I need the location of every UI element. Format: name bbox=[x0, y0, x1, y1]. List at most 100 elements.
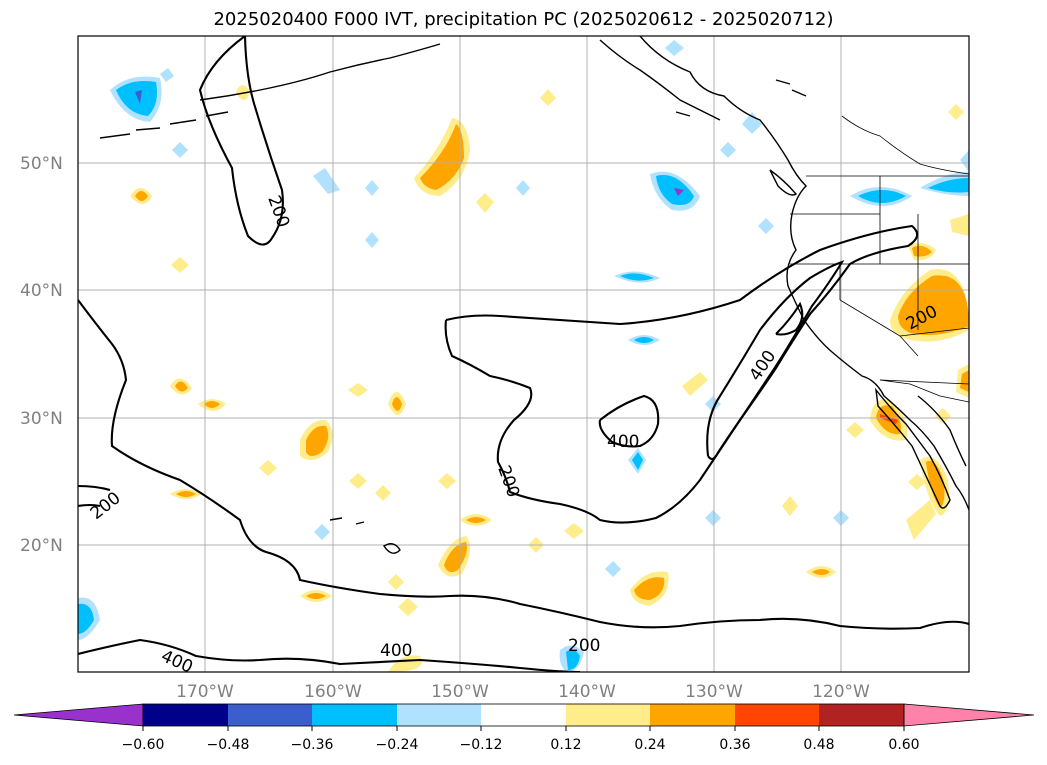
precip-blob-pos bbox=[236, 85, 250, 100]
precip-blob-pos bbox=[420, 124, 464, 190]
ivt-contour-label: 400 bbox=[607, 432, 639, 452]
colorbar: −0.60 −0.48 −0.36 −0.24 −0.12 0.12 0.24 … bbox=[13, 703, 1035, 753]
colorbar-tick-label: −0.48 bbox=[207, 737, 250, 753]
precip-blob-neg bbox=[172, 142, 188, 158]
latitude-labels: 50°N 40°N 30°N 20°N bbox=[20, 154, 63, 556]
precip-blob-neg bbox=[566, 649, 580, 670]
precip-positive-blobs bbox=[130, 85, 969, 672]
lon-label: 120°W bbox=[812, 682, 870, 702]
coastline-baja bbox=[874, 387, 951, 509]
precip-blob-neg bbox=[742, 112, 762, 134]
precip-blob-neg bbox=[116, 81, 157, 116]
precip-blob-neg bbox=[720, 142, 736, 158]
map-title: 2025020400 F000 IVT, precipitation PC (2… bbox=[213, 9, 834, 30]
precip-blob-pos bbox=[950, 214, 969, 236]
lat-label: 50°N bbox=[20, 154, 63, 174]
precip-blob-pos bbox=[204, 401, 220, 408]
colorbar-tick-label: 0.48 bbox=[803, 737, 834, 753]
precip-blob-neg bbox=[705, 510, 721, 526]
colorbar-segment bbox=[143, 704, 228, 726]
precip-blob-neg bbox=[665, 40, 684, 56]
precip-negative-blobs bbox=[78, 40, 969, 672]
colorbar-extend-high bbox=[903, 703, 1035, 727]
colorbar-segment bbox=[819, 704, 904, 726]
precip-blob-neg bbox=[758, 218, 774, 234]
coastline-vancouver bbox=[769, 169, 798, 196]
coastline-islands-east bbox=[675, 79, 807, 117]
precip-blob-neg bbox=[960, 150, 969, 172]
political-borders bbox=[790, 115, 969, 403]
coastline-north-america bbox=[639, 36, 969, 511]
colorbar-tick-labels: −0.60 −0.48 −0.36 −0.24 −0.12 0.12 0.24 … bbox=[122, 737, 920, 753]
precip-blob-neg bbox=[605, 561, 621, 577]
precip-blob-pos bbox=[906, 500, 936, 540]
colorbar-segment bbox=[481, 704, 566, 726]
border-us-mexico bbox=[879, 379, 969, 403]
ivt-contour-200-main bbox=[78, 299, 969, 630]
precip-blob-pos bbox=[176, 491, 196, 497]
coastline-gulf-california bbox=[917, 395, 967, 467]
precip-blob-pos bbox=[682, 372, 708, 396]
precip-blob-pos bbox=[375, 485, 391, 501]
precip-blob-pos bbox=[306, 425, 329, 456]
colorbar-segment bbox=[650, 704, 735, 726]
ivt-contour-label: 200 bbox=[568, 636, 600, 656]
colorbar-tick-label: 0.36 bbox=[719, 737, 750, 753]
precip-blob-neg bbox=[632, 452, 643, 470]
precip-blob-pos bbox=[782, 496, 798, 516]
precip-blob-neg bbox=[160, 68, 174, 82]
colorbar-tick-label: −0.60 bbox=[122, 737, 165, 753]
colorbar-extend-low bbox=[13, 703, 144, 727]
longitude-labels: 170°W 160°W 150°W 140°W 130°W 120°W bbox=[176, 682, 870, 702]
colorbar-tick-label: 0.24 bbox=[634, 737, 665, 753]
colorbar-segment bbox=[735, 704, 819, 726]
lat-label: 40°N bbox=[20, 281, 63, 301]
map-plot-area bbox=[78, 36, 969, 672]
precip-blob-neg bbox=[314, 524, 330, 540]
precip-blob-pos bbox=[175, 381, 188, 392]
precip-blob-neg bbox=[620, 273, 654, 281]
precip-blob-neg bbox=[78, 603, 94, 634]
colorbar-segment bbox=[312, 704, 397, 726]
precip-blob-pos bbox=[948, 104, 964, 120]
ivt-contour-200-northwest bbox=[198, 36, 284, 246]
colorbar-tick-label: −0.36 bbox=[291, 737, 334, 753]
lon-label: 160°W bbox=[304, 682, 362, 702]
coastlines bbox=[99, 36, 969, 554]
precip-blob-neg bbox=[634, 337, 654, 343]
coastline-aleutians bbox=[99, 111, 229, 139]
precip-blob-neg bbox=[516, 180, 530, 196]
map-frame bbox=[77, 35, 970, 673]
ivt-contours bbox=[78, 36, 969, 672]
lat-label: 30°N bbox=[20, 409, 63, 429]
lat-label: 20°N bbox=[20, 536, 63, 556]
precip-blob-neg bbox=[928, 178, 969, 193]
lon-label: 170°W bbox=[176, 682, 234, 702]
lon-label: 130°W bbox=[685, 682, 743, 702]
precip-blob-pos bbox=[564, 523, 584, 539]
graticule bbox=[78, 36, 969, 672]
ivt-contour-label: 400 bbox=[380, 641, 412, 661]
ivt-contour-400-south bbox=[78, 638, 581, 672]
precip-blob-pos bbox=[306, 593, 326, 599]
precip-blob-pos bbox=[438, 473, 456, 489]
border-canada-alaska bbox=[841, 115, 969, 175]
precip-blob-pos bbox=[960, 370, 969, 392]
colorbar-tick-label: −0.12 bbox=[460, 737, 503, 753]
colorbar-segment bbox=[566, 704, 650, 726]
coastline-ak-se bbox=[599, 39, 721, 121]
precip-blob-pos bbox=[935, 408, 951, 424]
precip-blob-pos bbox=[912, 245, 932, 257]
precip-blob-pos bbox=[398, 598, 418, 616]
precip-blob-pos bbox=[540, 89, 556, 106]
precip-blob-neg bbox=[135, 90, 142, 104]
colorbar-ticks bbox=[142, 726, 905, 731]
precip-blob-pos bbox=[634, 577, 665, 600]
precip-blob-pos bbox=[476, 193, 494, 213]
colorbar-segment bbox=[228, 704, 312, 726]
ivt-contour-200-southwest bbox=[78, 484, 111, 508]
colorbar-tick-label: −0.24 bbox=[376, 737, 419, 753]
precip-blob-pos bbox=[388, 574, 404, 590]
precip-blob-pos bbox=[466, 517, 486, 523]
